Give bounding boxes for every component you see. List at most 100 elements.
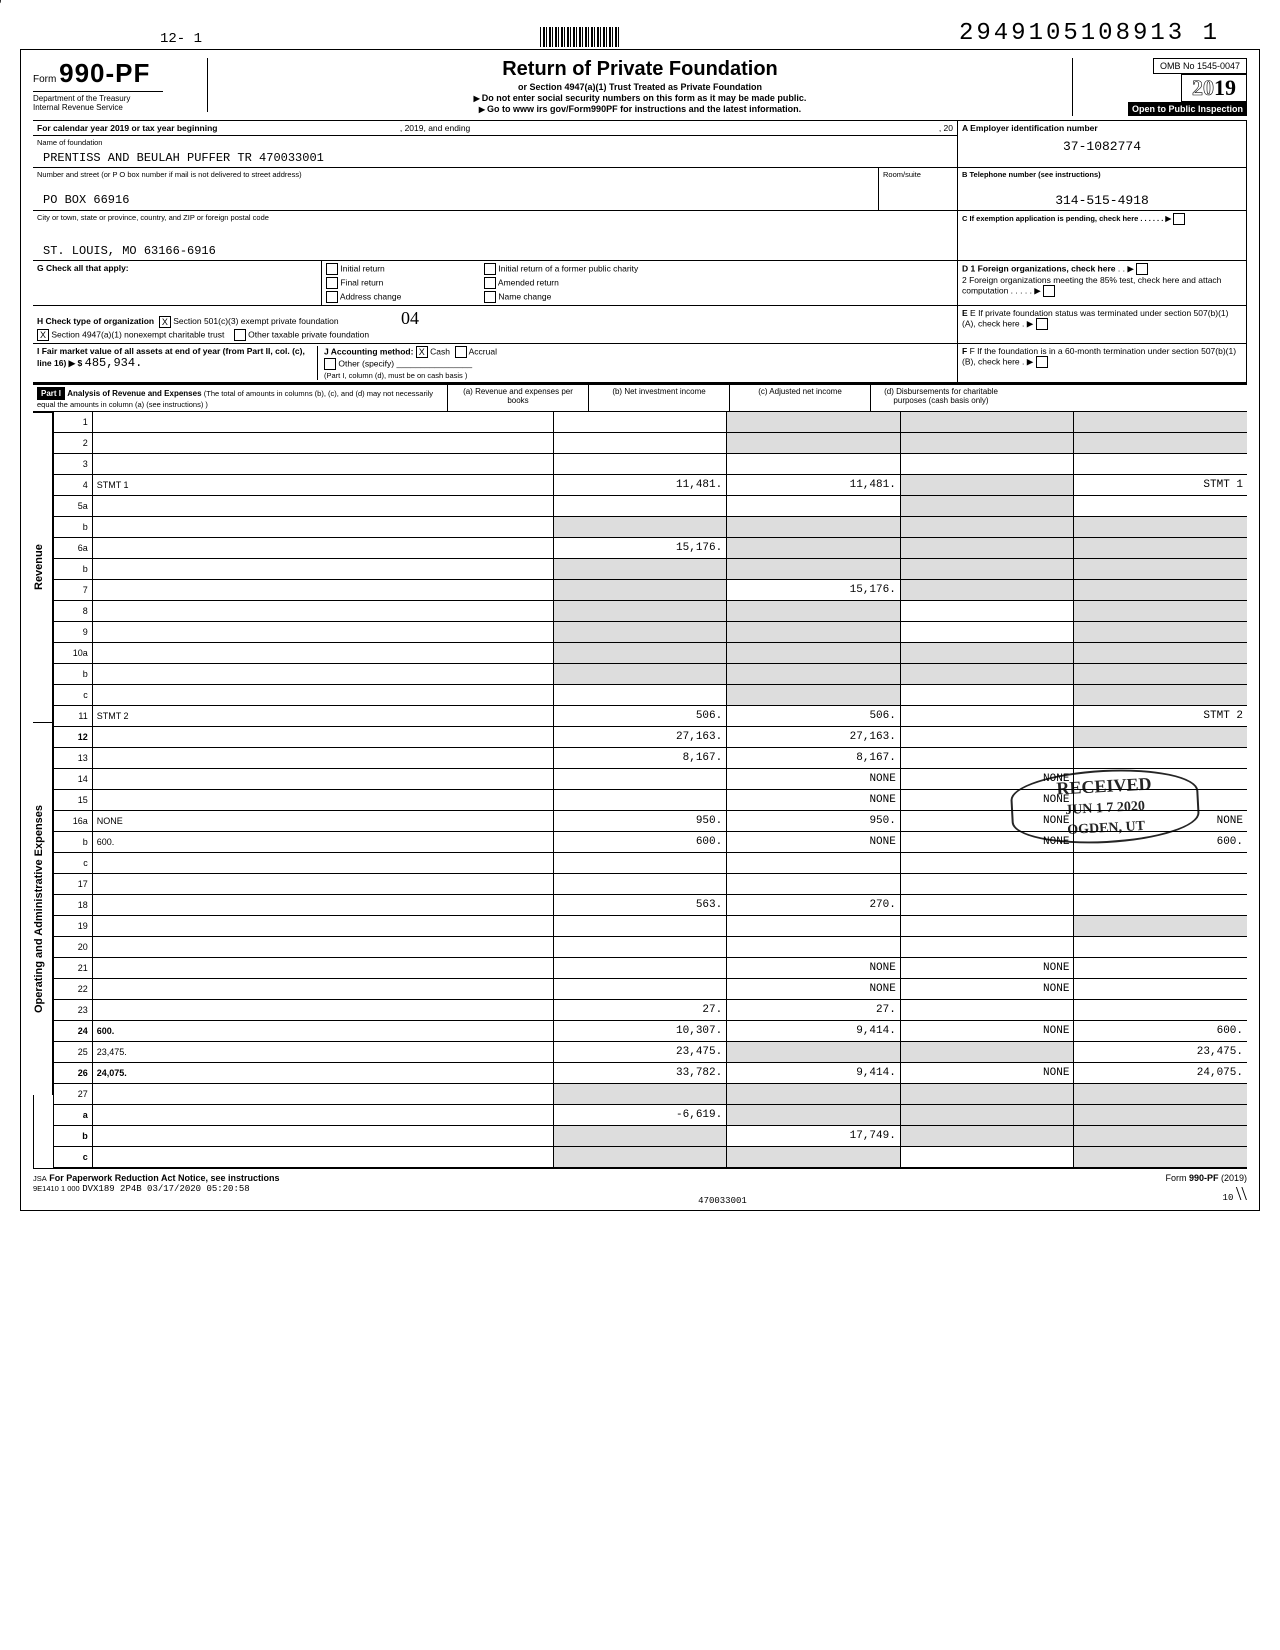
form-number: 990-PF xyxy=(59,58,150,88)
ein-value: 37-1082774 xyxy=(962,133,1242,154)
footer-page: 10 xyxy=(1223,1193,1234,1203)
omb-number: OMB No 1545-0047 xyxy=(1153,58,1247,74)
h-check-2[interactable]: X xyxy=(37,329,49,341)
g-opt[interactable]: Initial return of a former public charit… xyxy=(484,263,744,275)
table-row: 2 xyxy=(54,433,1248,454)
subtitle-1: or Section 4947(a)(1) Trust Treated as P… xyxy=(208,82,1072,92)
addr-value: PO BOX 66916 xyxy=(37,179,874,207)
footer-mid: 470033001 xyxy=(698,1196,747,1206)
table-row: 1 xyxy=(54,412,1248,433)
pra-notice: For Paperwork Reduction Act Notice, see … xyxy=(49,1173,279,1183)
ocr-id: 2949105108913 1 xyxy=(959,20,1220,47)
table-row: c xyxy=(54,1147,1248,1168)
g-opt[interactable]: Initial return xyxy=(326,263,476,275)
name-label: Name of foundation xyxy=(37,138,953,147)
j-cash[interactable]: X xyxy=(416,346,428,358)
table-row: 24600.10,307.9,414.NONE600. xyxy=(54,1021,1248,1042)
g-opt[interactable]: Address change xyxy=(326,291,476,303)
g-opt[interactable]: Final return xyxy=(326,277,476,289)
h-label: H Check type of organization xyxy=(37,316,154,326)
col-c-hdr: (c) Adjusted net income xyxy=(730,385,871,411)
dept-irs: Internal Revenue Service xyxy=(33,103,163,112)
g-label: G Check all that apply: xyxy=(37,263,129,273)
table-row: 8 xyxy=(54,601,1248,622)
table-row: 138,167.8,167. xyxy=(54,748,1248,769)
i-label: I Fair market value of all assets at end… xyxy=(37,346,305,368)
g-opt[interactable]: Amended return xyxy=(484,277,744,289)
j-note: (Part I, column (d), must be on cash bas… xyxy=(324,371,467,380)
top-page-num: 12- 1 xyxy=(160,31,202,47)
j-accrual[interactable] xyxy=(455,346,467,358)
table-row: 6a15,176. xyxy=(54,538,1248,559)
revenue-label: Revenue xyxy=(33,412,53,722)
table-row: 22NONENONE xyxy=(54,979,1248,1000)
phone-label: B Telephone number (see instructions) xyxy=(962,170,1242,179)
header-grid: For calendar year 2019 or tax year begin… xyxy=(33,120,1247,383)
city-value: ST. LOUIS, MO 63166-6916 xyxy=(37,222,953,258)
phone-value: 314-515-4918 xyxy=(962,179,1242,208)
col-d-hdr: (d) Disbursements for charitable purpose… xyxy=(871,385,1011,411)
col-a-hdr: (a) Revenue and expenses per books xyxy=(448,385,589,411)
table-row: 19 xyxy=(54,916,1248,937)
d1-label: D 1 Foreign organizations, check here . … xyxy=(962,263,1242,275)
table-row: 1227,163.27,163. xyxy=(54,727,1248,748)
part1-header: Part I Analysis of Revenue and Expenses … xyxy=(33,383,1247,412)
foundation-name: PRENTISS AND BEULAH PUFFER TR 470033001 xyxy=(37,147,953,165)
table-row: c xyxy=(54,685,1248,706)
f-label: F F If the foundation is in a 60-month t… xyxy=(962,346,1242,368)
form-label: Form xyxy=(33,74,56,85)
d2-label: 2 Foreign organizations meeting the 85% … xyxy=(962,275,1242,297)
col-b-hdr: (b) Net investment income xyxy=(589,385,730,411)
cal-end: , 20 xyxy=(939,123,953,133)
table-row: 2624,075.33,782.9,414.NONE24,075. xyxy=(54,1063,1248,1084)
subtitle-2: Do not enter social security numbers on … xyxy=(208,93,1072,103)
h-check-1[interactable]: X xyxy=(159,316,171,328)
table-row: 2327.27. xyxy=(54,1000,1248,1021)
table-row: 20 xyxy=(54,937,1248,958)
table-row: 21NONENONE xyxy=(54,958,1248,979)
public-inspection: Open to Public Inspection xyxy=(1128,102,1247,116)
j-label: J Accounting method: xyxy=(324,346,413,356)
j-other: Other (specify) xyxy=(338,358,394,368)
table-row: 4STMT 111,481.11,481.STMT 1 xyxy=(54,475,1248,496)
opex-label: Operating and Administrative Expenses xyxy=(33,722,53,1095)
footer-form: Form 990-PF (2019) xyxy=(1165,1173,1247,1183)
table-row: 17 xyxy=(54,874,1248,895)
footer-code: 9E1410 1 000 xyxy=(33,1184,80,1193)
table-row: 2523,475.23,475.23,475. xyxy=(54,1042,1248,1063)
handwriting-corner: S xyxy=(0,0,2,11)
cal-mid: , 2019, and ending xyxy=(400,123,470,133)
table-row: 10a xyxy=(54,643,1248,664)
table-row: a-6,619. xyxy=(54,1105,1248,1126)
dept-treasury: Department of the Treasury xyxy=(33,94,163,103)
jsa: JSA xyxy=(33,1174,47,1183)
table-row: 715,176. xyxy=(54,580,1248,601)
g-opt[interactable]: Name change xyxy=(484,291,744,303)
form-page: Form 990-PF Department of the Treasury I… xyxy=(20,49,1260,1211)
barcode xyxy=(540,27,620,47)
table-row: b xyxy=(54,664,1248,685)
ein-label: A Employer identification number xyxy=(962,123,1242,133)
city-label: City or town, state or province, country… xyxy=(37,213,953,222)
cal-year-lbl: For calendar year 2019 or tax year begin… xyxy=(37,123,217,133)
c-label: C If exemption application is pending, c… xyxy=(962,213,1242,225)
table-row: b xyxy=(54,559,1248,580)
form-title: Return of Private Foundation xyxy=(208,58,1072,81)
hand-initial: \\ xyxy=(1236,1183,1247,1205)
hand-04: 04 xyxy=(401,308,419,328)
h-check-3[interactable] xyxy=(234,329,246,341)
batch-stamp: DVX189 2P4B 03/17/2020 05:20:58 xyxy=(82,1184,249,1194)
e-label: E E If private foundation status was ter… xyxy=(962,308,1242,330)
addr-label: Number and street (or P O box number if … xyxy=(37,170,874,179)
table-row: 9 xyxy=(54,622,1248,643)
table-row: 18563.270. xyxy=(54,895,1248,916)
subtitle-3: Go to www irs gov/Form990PF for instruct… xyxy=(208,104,1072,114)
table-row: b17,749. xyxy=(54,1126,1248,1147)
table-row: b xyxy=(54,517,1248,538)
room-label: Room/suite xyxy=(883,170,953,179)
tax-year: 2019 xyxy=(1181,74,1247,102)
i-value: 485,934. xyxy=(85,356,143,370)
table-row: 5a xyxy=(54,496,1248,517)
table-row: 11STMT 2506.506.STMT 2 xyxy=(54,706,1248,727)
part1-title: Analysis of Revenue and Expenses xyxy=(67,389,201,398)
